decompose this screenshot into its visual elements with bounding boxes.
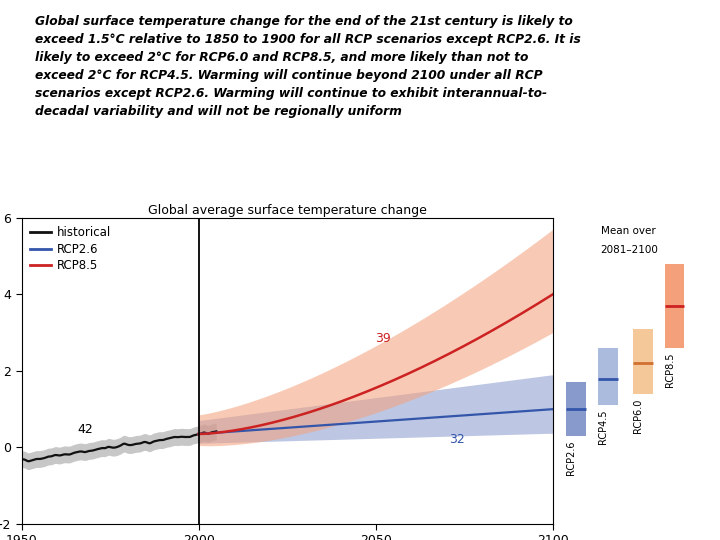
Title: Global average surface temperature change: Global average surface temperature chang…	[148, 204, 426, 217]
Bar	[665, 264, 685, 348]
Text: Global surface temperature change for the end of the 21st century is likely to
e: Global surface temperature change for th…	[35, 15, 581, 118]
Text: RCP6.0: RCP6.0	[633, 399, 643, 433]
Legend: historical, RCP2.6, RCP8.5: historical, RCP2.6, RCP8.5	[27, 224, 114, 275]
Text: 32: 32	[449, 433, 465, 446]
Text: 42: 42	[78, 423, 93, 436]
Bar	[633, 329, 652, 394]
Bar	[566, 382, 586, 436]
Text: Mean over: Mean over	[601, 226, 656, 235]
Bar	[598, 348, 618, 406]
Text: RCP4.5: RCP4.5	[598, 410, 608, 444]
Text: 39: 39	[375, 332, 390, 345]
Text: RCP8.5: RCP8.5	[665, 353, 675, 387]
Text: 2081–2100: 2081–2100	[600, 245, 658, 255]
Text: RCP2.6: RCP2.6	[566, 441, 576, 475]
